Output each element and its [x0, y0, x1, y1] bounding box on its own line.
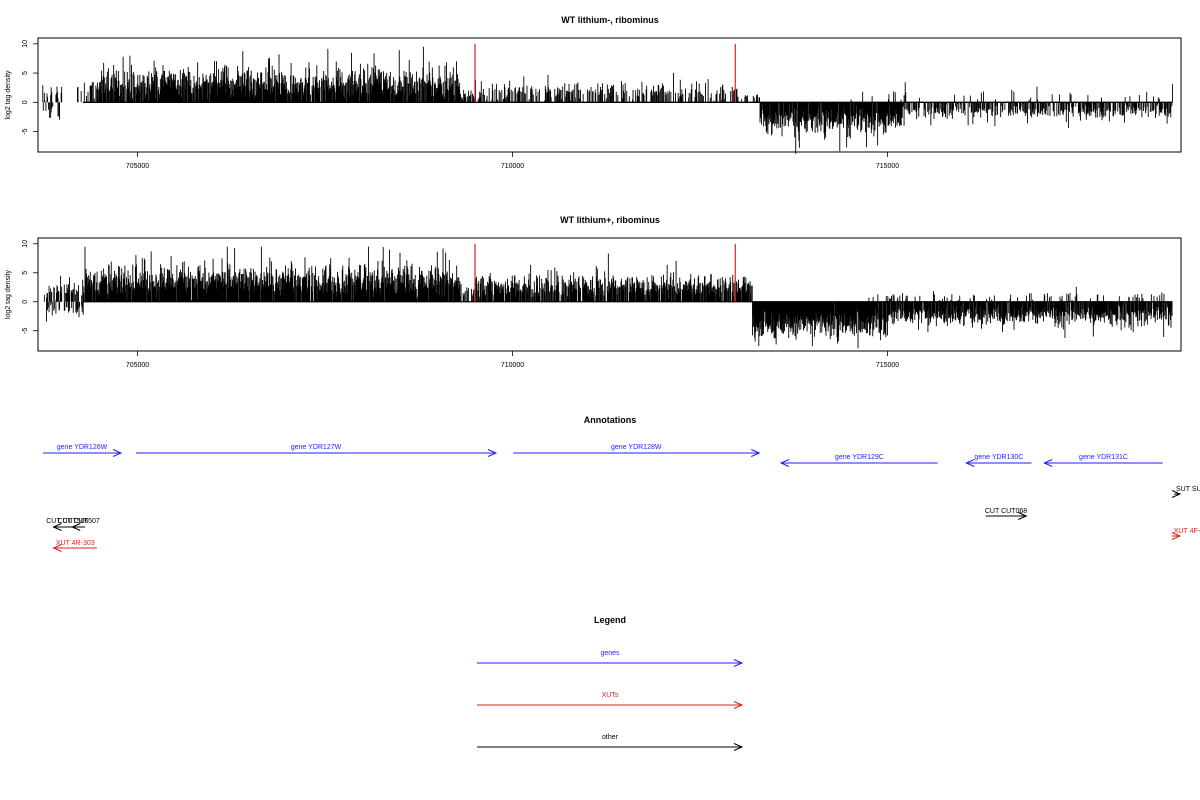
feature-label: gene YDR129C — [835, 454, 884, 461]
feature-arrow-head — [52, 544, 62, 552]
panel-title: WT lithium+, ribominus — [560, 215, 660, 225]
x-tick-label: 705000 — [126, 362, 149, 369]
feature-label: CUT CUT507 — [57, 518, 99, 525]
feature-arrow-head — [1171, 532, 1182, 540]
y-tick-label: 5 — [22, 271, 29, 275]
feature-arrow-head — [487, 449, 498, 457]
feature-label: XUT 4R-303 — [56, 540, 95, 547]
x-tick-label: 715000 — [876, 362, 899, 369]
y-tick-label: 10 — [22, 40, 29, 48]
legend-label: other — [602, 734, 619, 741]
y-tick-label: 5 — [22, 71, 29, 75]
feature-arrow-head — [779, 459, 790, 467]
feature-arrow-head — [1043, 459, 1053, 467]
feature-arrow-head — [1018, 512, 1028, 520]
x-tick-label: 705000 — [126, 163, 149, 170]
legend-label: genes — [600, 650, 620, 657]
feature-label: gene YDR131C — [1079, 454, 1128, 461]
feature-label: gene YDR126W — [57, 444, 108, 451]
feature-label: CUT CUT506 — [46, 518, 88, 525]
feature-arrow-head — [71, 523, 81, 531]
y-tick-label: 0 — [22, 100, 29, 104]
feature-label: XUT 4F- — [1174, 528, 1200, 535]
x-tick-label: 710000 — [501, 362, 524, 369]
annotations-title: Annotations — [584, 415, 637, 425]
feature-arrow-head — [1171, 490, 1182, 498]
x-tick-label: 710000 — [501, 163, 524, 170]
y-axis-label: log2 tag density — [5, 70, 12, 120]
feature-label: gene YDR127W — [291, 444, 342, 451]
y-tick-label: -5 — [22, 328, 29, 334]
feature-label: gene YDR128W — [611, 444, 662, 451]
y-tick-label: 0 — [22, 300, 29, 304]
x-tick-label: 715000 — [876, 163, 899, 170]
feature-arrow-head — [751, 449, 761, 457]
legend-label: XUTs — [602, 692, 619, 699]
feature-arrow-head — [965, 459, 975, 467]
y-axis-label: log2 tag density — [5, 269, 12, 319]
legend-title: Legend — [594, 615, 626, 625]
legend-arrow-head — [733, 743, 744, 751]
legend-arrow-head — [733, 659, 744, 667]
feature-arrow-head — [52, 523, 62, 531]
y-tick-label: 10 — [22, 240, 29, 248]
feature-label: SUT SUT — [1176, 486, 1200, 493]
panel-title: WT lithium-, ribominus — [561, 15, 659, 25]
feature-arrow-head — [112, 449, 123, 457]
y-tick-label: -5 — [22, 128, 29, 134]
legend-arrow-head — [733, 701, 744, 709]
feature-label: CUT CUT068 — [985, 508, 1027, 515]
feature-label: gene YDR130C — [974, 454, 1023, 461]
